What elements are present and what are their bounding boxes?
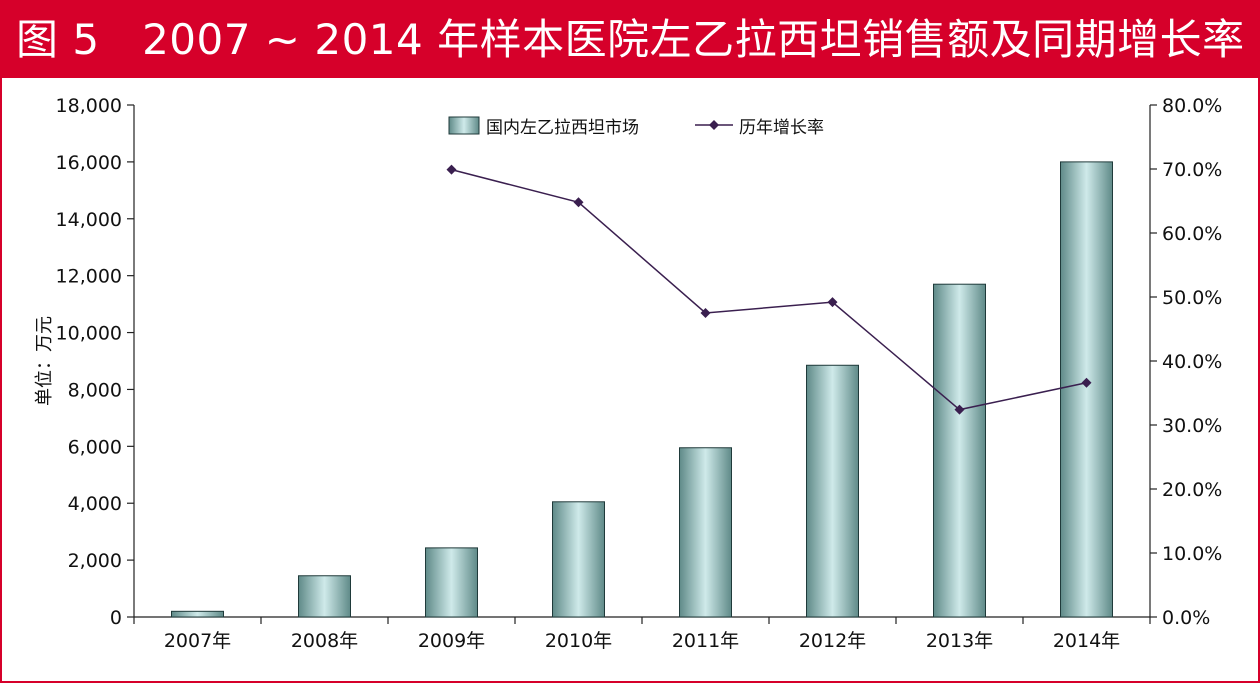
bar <box>1060 161 1113 618</box>
y-tick-label: 16,000 <box>56 152 122 174</box>
bar <box>171 610 224 618</box>
bar <box>679 447 732 618</box>
growth-point <box>573 197 584 208</box>
y-axis-title: 单位：万元 <box>34 316 55 406</box>
legend-bar-label: 国内左乙拉西坦市场 <box>486 118 639 138</box>
y2-tick-label: 50.0% <box>1162 287 1222 309</box>
growth-point <box>700 308 711 318</box>
y-tick-label: 14,000 <box>56 209 122 231</box>
y2-tick-label: 20.0% <box>1162 479 1222 501</box>
bar <box>425 547 478 618</box>
legend-bar-swatch <box>448 116 480 135</box>
x-tick-label: 2012年 <box>799 630 866 652</box>
x-tick-label: 2014年 <box>1053 630 1120 652</box>
chart-title: 图 5 2007 ~ 2014 年样本医院左乙拉西坦销售额及同期增长率 <box>16 15 1245 64</box>
bar <box>933 283 986 618</box>
y2-tick-label: 70.0% <box>1162 159 1222 181</box>
title-bar: 图 5 2007 ~ 2014 年样本医院左乙拉西坦销售额及同期增长率 <box>2 2 1260 78</box>
y-tick-label: 10,000 <box>56 323 122 345</box>
y2-tick-label: 30.0% <box>1162 415 1222 437</box>
y2-tick-label: 80.0% <box>1162 95 1222 117</box>
y2-tick-label: 0.0% <box>1162 607 1210 629</box>
y2-tick-label: 10.0% <box>1162 543 1222 565</box>
bar <box>298 575 351 618</box>
growth-line <box>451 168 1087 411</box>
bar <box>552 501 605 618</box>
legend-line-marker <box>709 120 719 130</box>
x-tick-label: 2010年 <box>545 630 612 652</box>
growth-point <box>954 404 965 415</box>
y-tick-label: 4,000 <box>68 493 122 515</box>
growth-point <box>1081 377 1092 388</box>
line-series <box>446 164 1092 415</box>
x-tick-label: 2011年 <box>672 630 739 652</box>
bar <box>806 364 859 618</box>
x-tick-label: 2009年 <box>418 630 485 652</box>
legend: 国内左乙拉西坦市场 历年增长率 <box>448 116 824 138</box>
growth-point <box>827 297 838 308</box>
y-tick-label: 18,000 <box>56 95 122 117</box>
y-tick-label: 6,000 <box>68 436 122 458</box>
x-tick-label: 2008年 <box>291 630 358 652</box>
axes-group: 0 2,000 4,000 6,000 8,000 10,000 12,000 14,000 1… <box>34 95 1222 652</box>
y-tick-label: 12,000 <box>56 266 122 288</box>
bar-series <box>171 161 1113 618</box>
x-tick-label: 2013年 <box>926 630 993 652</box>
y-tick-label: 8,000 <box>68 379 122 401</box>
y2-tick-label: 40.0% <box>1162 351 1222 373</box>
y-tick-label: 2,000 <box>68 550 122 572</box>
x-tick-label: 2007年 <box>164 630 231 652</box>
y2-tick-label: 60.0% <box>1162 223 1222 245</box>
y-tick-label: 0 <box>110 607 122 629</box>
growth-point <box>446 164 457 175</box>
legend-line-label: 历年增长率 <box>739 118 824 138</box>
